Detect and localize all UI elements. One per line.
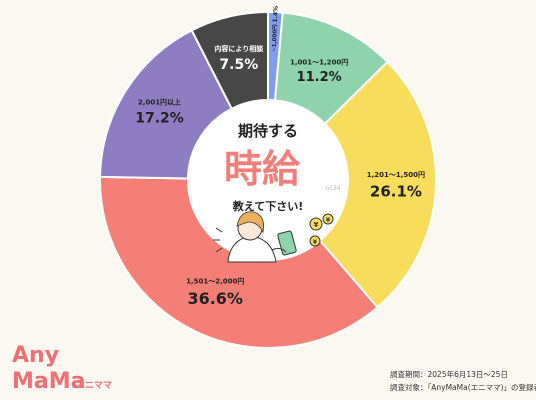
sample-size-label: n134	[325, 185, 340, 192]
category-label: ~1,000円	[271, 24, 279, 52]
value-label: 17.2%	[135, 111, 184, 127]
slice-label: 内容により相談 7.5%	[214, 44, 264, 73]
category-label: 内容により相談	[214, 44, 264, 53]
category-label: 1,001〜1,200円	[290, 58, 348, 66]
logo-line2: MaMa	[12, 369, 85, 394]
category-label: 1,501〜2,000円	[186, 277, 244, 285]
survey-period: 調査期間：2025年6月13日〜25日	[390, 370, 508, 379]
slice-label: 1,201〜1,500円 26.1%	[367, 171, 425, 201]
slice-label: 1,001〜1,200円 11.2%	[290, 58, 348, 85]
anymama-logo: Any MaMa エニママ	[12, 343, 112, 394]
slice-label: 1,501〜2,000円 36.6%	[186, 277, 244, 308]
center-title-line3: 教えて下さい!	[232, 199, 303, 213]
center-hole	[188, 100, 348, 260]
svg-text:¥: ¥	[313, 239, 318, 246]
svg-text:¥: ¥	[314, 221, 319, 229]
category-label: 2,001円以上	[138, 97, 181, 106]
slices-group	[99, 10, 437, 349]
category-label: 1,201〜1,500円	[367, 171, 425, 179]
value-label: 1.4%	[272, 6, 280, 23]
logo-line1: Any	[12, 343, 59, 368]
value-label: 26.1%	[370, 182, 422, 200]
value-label: 11.2%	[297, 70, 342, 85]
value-label: 7.5%	[219, 57, 258, 73]
slice-label: 2,001円以上 17.2%	[135, 97, 184, 126]
logo-sub: エニママ	[76, 381, 112, 391]
survey-target: 調査対象：「AnyMaMa(エニママ)」の登録者	[390, 383, 536, 392]
center-title-big: 時給	[224, 147, 301, 191]
svg-text:¥: ¥	[326, 217, 331, 224]
sparkle-icon	[213, 227, 223, 253]
coins-icon: ¥ ¥ ¥	[309, 213, 334, 247]
woman-illustration	[227, 211, 297, 263]
value-label: 36.6%	[187, 289, 243, 308]
center-title-line1: 期待する	[238, 122, 298, 140]
